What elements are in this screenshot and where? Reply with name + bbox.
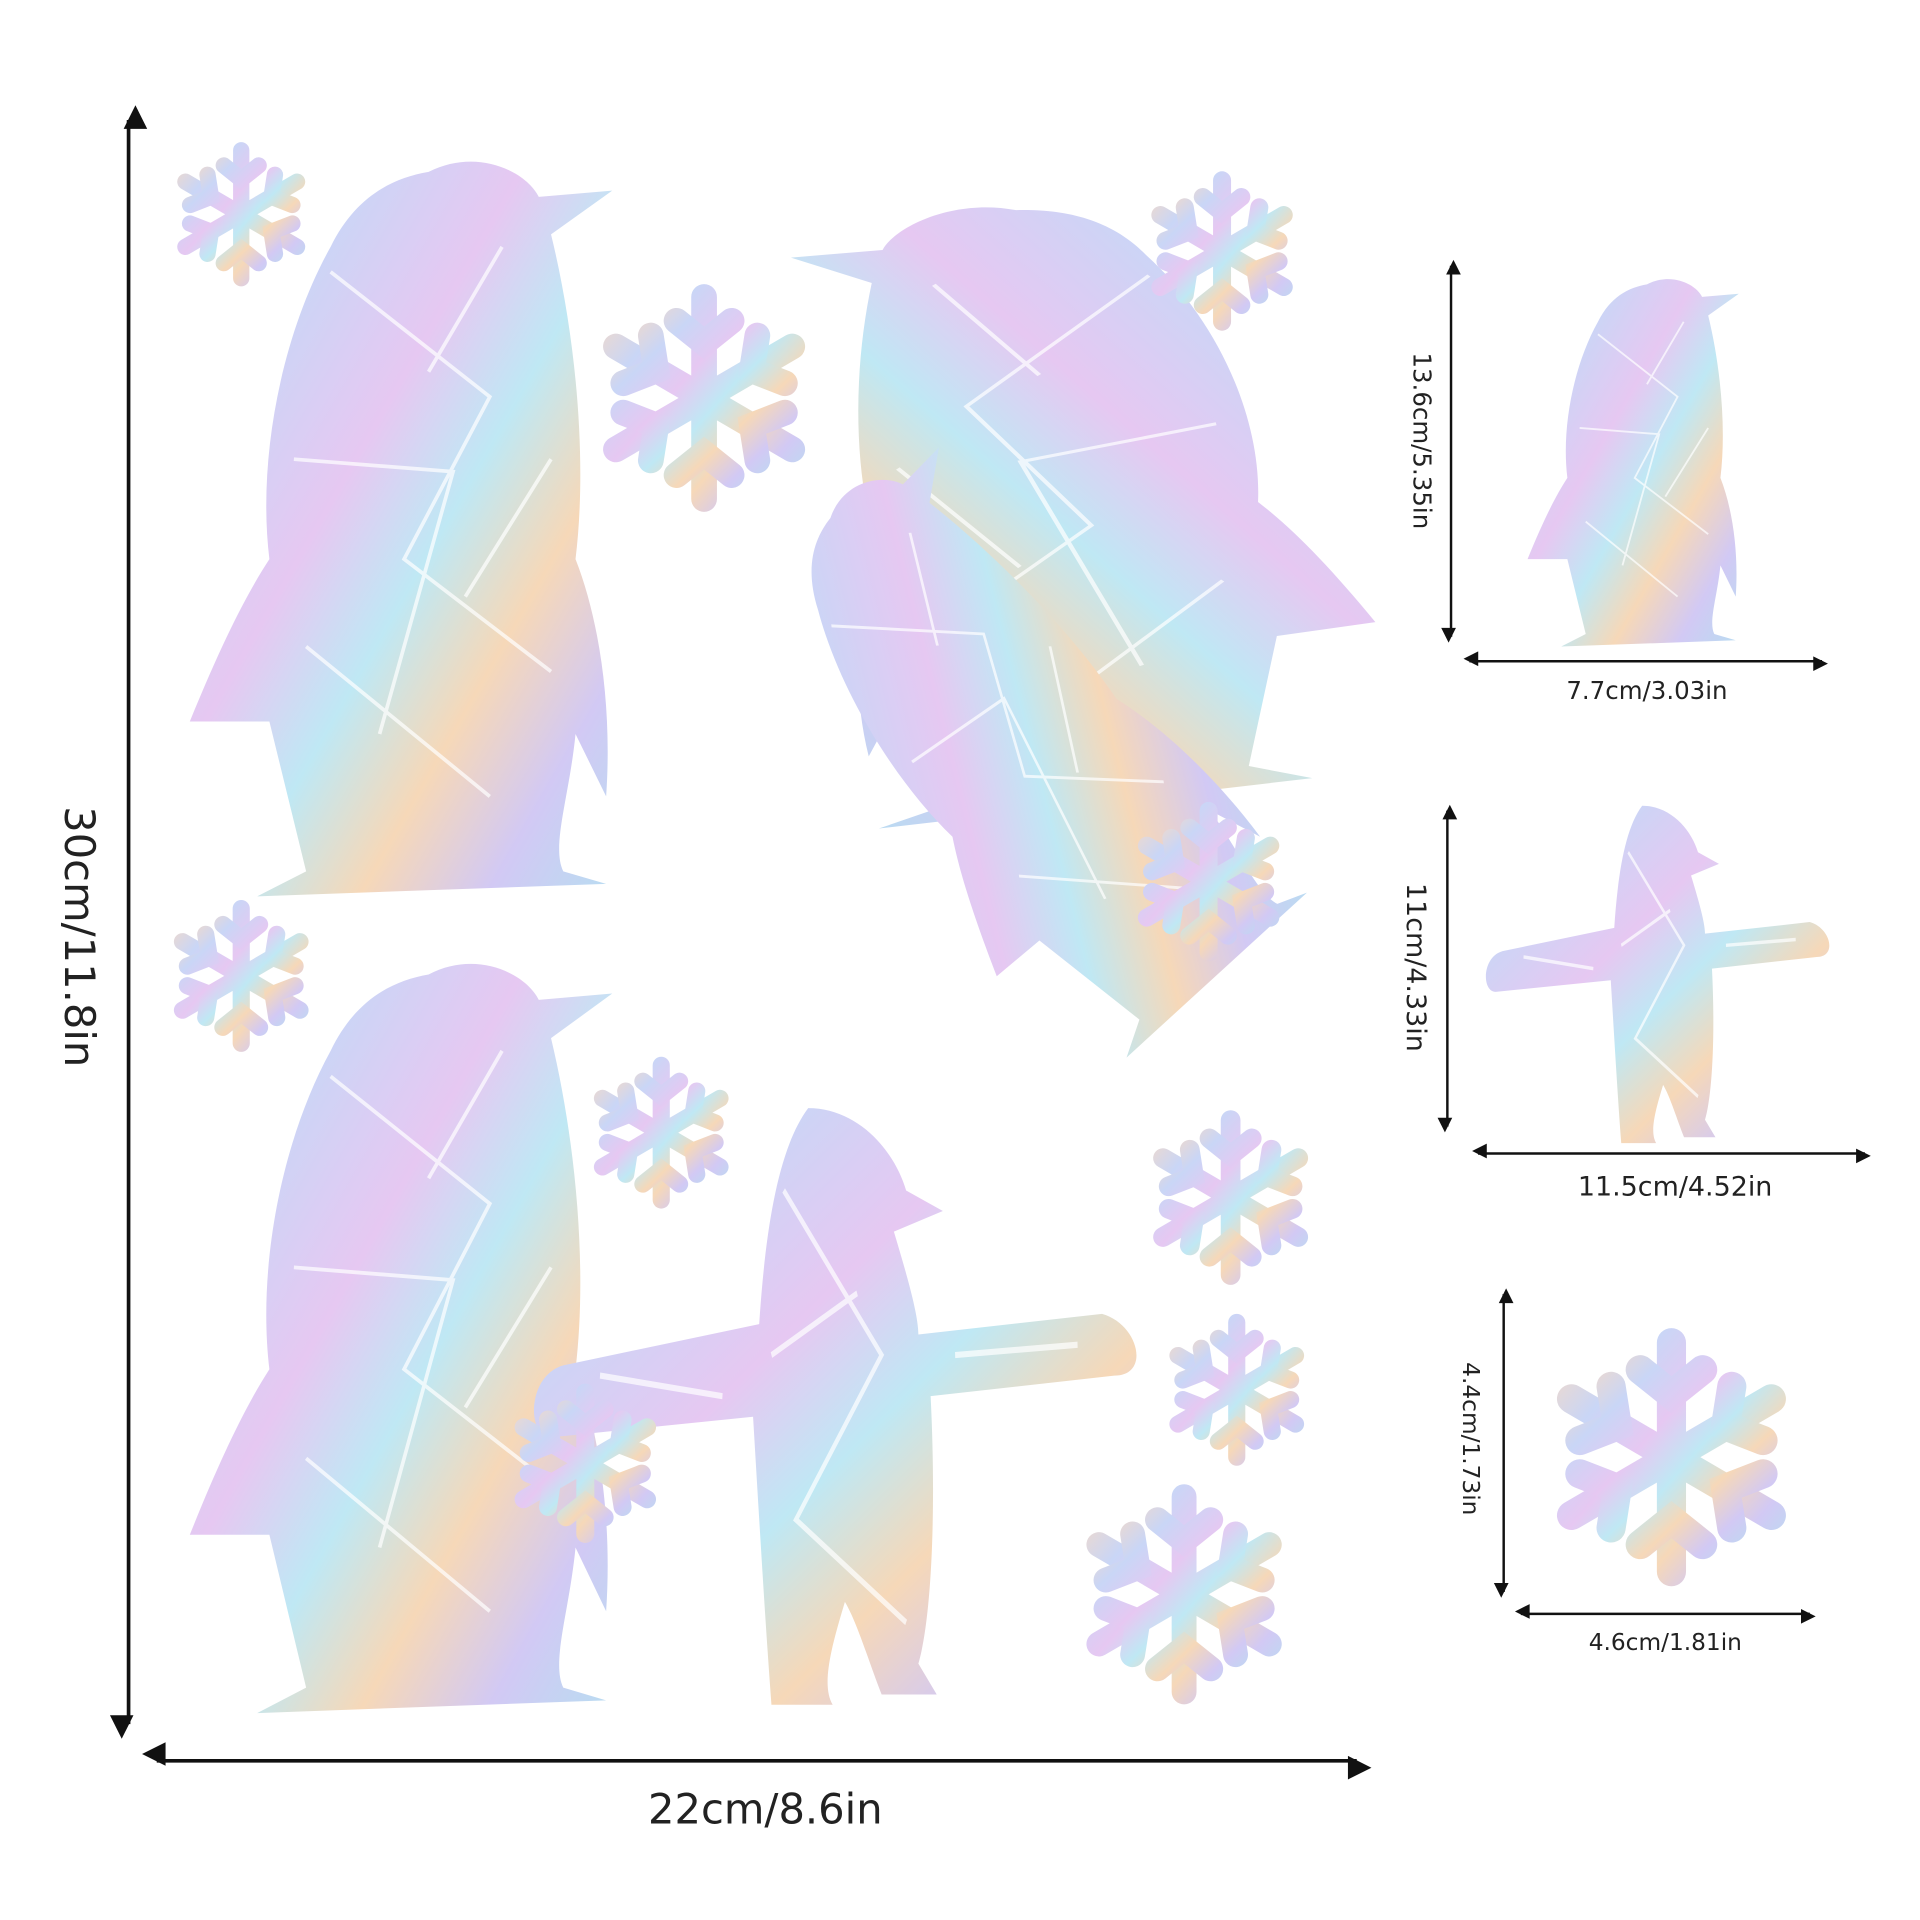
snowflake-sticker bbox=[616, 297, 792, 499]
snowflake-sticker bbox=[182, 909, 300, 1044]
height-label: 13.6cm/5.35in bbox=[1407, 352, 1436, 529]
width-label: 4.6cm/1.81in bbox=[1589, 1629, 1742, 1656]
penguin-sticker bbox=[534, 1108, 1137, 1705]
penguin-sticker bbox=[1484, 803, 1832, 1145]
penguin-sticker bbox=[187, 159, 615, 899]
height-label: 4.4cm/1.73in bbox=[1457, 1362, 1484, 1515]
snowflake-sticker bbox=[1163, 1120, 1298, 1275]
snowflake-sticker bbox=[602, 1065, 720, 1200]
width-label: 22cm/8.6in bbox=[648, 1784, 883, 1833]
height-label: 30cm/11.8in bbox=[55, 806, 104, 1067]
width-label: 7.7cm/3.03in bbox=[1566, 676, 1727, 705]
penguin-sticker bbox=[1526, 278, 1740, 648]
snowflake-sticker bbox=[1160, 180, 1283, 321]
height-label: 11cm/4.33in bbox=[1400, 883, 1431, 1052]
snowflake-sticker bbox=[1178, 1322, 1296, 1457]
snowflake-sticker bbox=[1572, 1343, 1772, 1572]
snowflake-sticker bbox=[185, 150, 297, 278]
snowflake-sticker bbox=[1099, 1497, 1269, 1692]
width-label: 11.5cm/4.52in bbox=[1578, 1171, 1773, 1202]
penguin-sticker bbox=[187, 961, 615, 1715]
artwork: 30cm/11.8in 22cm/8.6in 13.6cm/5.35in 7.7… bbox=[55, 105, 1871, 1833]
